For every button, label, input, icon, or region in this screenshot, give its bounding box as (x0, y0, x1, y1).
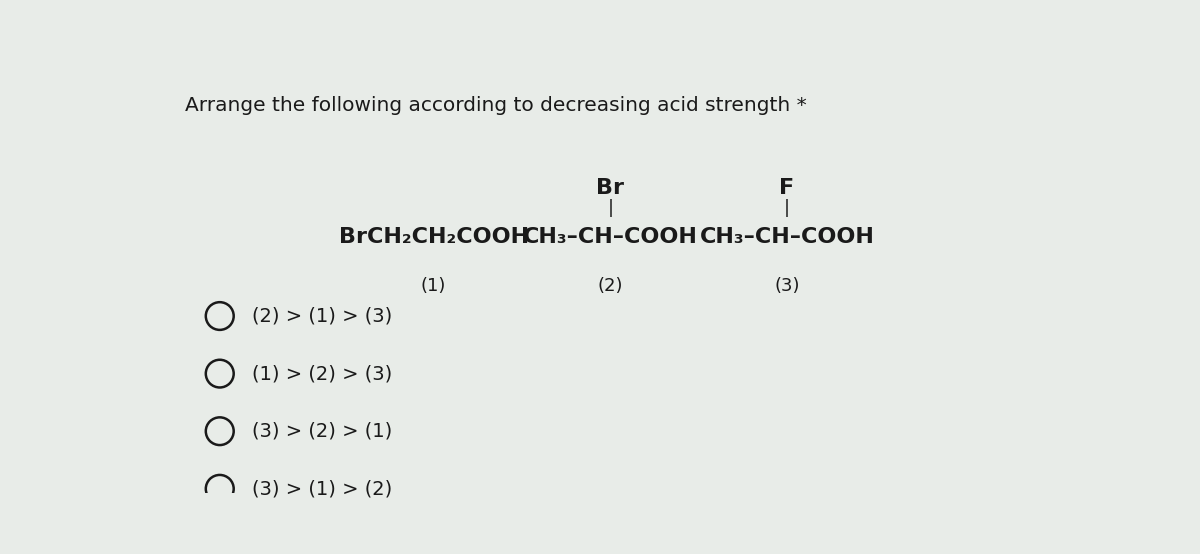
Text: (1) > (2) > (3): (1) > (2) > (3) (252, 364, 392, 383)
Text: BrCH₂CH₂COOH: BrCH₂CH₂COOH (338, 227, 529, 247)
Text: (2): (2) (598, 277, 623, 295)
Text: |: | (784, 199, 790, 217)
Text: F: F (780, 178, 794, 198)
Text: (2) > (1) > (3): (2) > (1) > (3) (252, 306, 392, 326)
Text: (3) > (2) > (1): (3) > (2) > (1) (252, 422, 392, 440)
Text: |: | (607, 199, 613, 217)
Text: CH₃–CH–COOH: CH₃–CH–COOH (700, 227, 875, 247)
Text: CH₃–CH–COOH: CH₃–CH–COOH (523, 227, 697, 247)
Text: (3): (3) (774, 277, 800, 295)
Text: (3) > (1) > (2): (3) > (1) > (2) (252, 479, 392, 498)
Text: Arrange the following according to decreasing acid strength *: Arrange the following according to decre… (185, 96, 808, 115)
Text: Br: Br (596, 178, 624, 198)
Text: (1): (1) (421, 277, 446, 295)
